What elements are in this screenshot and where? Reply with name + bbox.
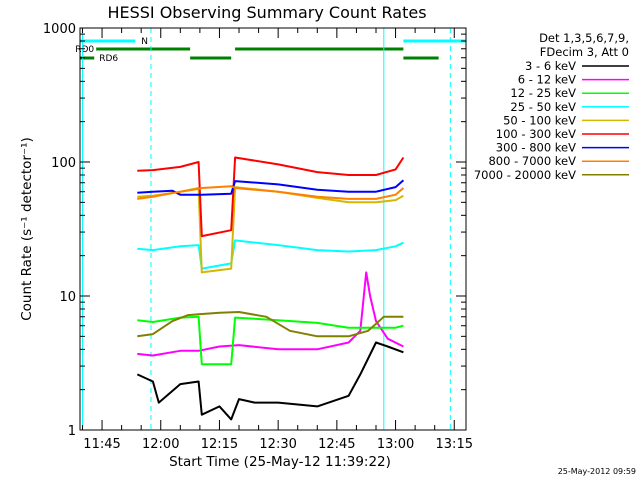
legend-label-300-800-kev: 300 - 800 keV bbox=[496, 141, 576, 155]
series-line-3-6-kev bbox=[136, 341, 404, 421]
legend-label-100-300-kev: 100 - 300 keV bbox=[496, 127, 576, 141]
state-label-rd6: RD6 bbox=[99, 54, 118, 64]
footer-timestamp: 25-May-2012 09:59 bbox=[558, 467, 636, 476]
x-tick-label: 12:30 bbox=[259, 437, 296, 452]
legend-label-50-100-kev: 50 - 100 keV bbox=[503, 113, 576, 127]
plot-frame bbox=[79, 27, 467, 431]
y-tick-label: 1000 bbox=[43, 22, 76, 37]
legend-label-25-50-kev: 25 - 50 keV bbox=[510, 100, 576, 114]
legend-label-7000-20000-kev: 7000 - 20000 keV bbox=[474, 168, 576, 182]
legend-header-detectors: Det 1,3,5,6,7,9, bbox=[539, 31, 629, 45]
series-line-25-50-kev bbox=[137, 239, 404, 270]
series-line-100-300-kev bbox=[137, 156, 405, 238]
y-axis-label: Count Rate (s⁻¹ detector⁻¹) bbox=[19, 137, 35, 321]
state-bar-layer: N RD0 RD6 bbox=[75, 37, 466, 64]
axis-layer: 1 10 100 1000 11:45 12:00 12:15 12:30 12:45 13:00… bbox=[43, 22, 473, 452]
x-tick-label: 12:00 bbox=[142, 437, 179, 452]
marker-layer bbox=[81, 28, 451, 430]
legend: Det 1,3,5,6,7,9, FDecim 3, Att 0 3 - 6 k… bbox=[474, 31, 629, 182]
legend-label-6-12-kev: 6 - 12 keV bbox=[518, 73, 576, 87]
chart-title: HESSI Observing Summary Count Rates bbox=[107, 3, 426, 22]
series-line-7000-20000-kev bbox=[137, 311, 404, 338]
series-line-800-7000-kev bbox=[137, 185, 405, 200]
x-tick-label: 12:45 bbox=[318, 437, 355, 452]
legend-header-decimation: FDecim 3, Att 0 bbox=[540, 45, 629, 59]
state-label-n: N bbox=[141, 37, 148, 47]
x-tick-label: 12:15 bbox=[201, 437, 238, 452]
series-line-6-12-kev bbox=[137, 271, 404, 357]
legend-label-800-7000-kev: 800 - 7000 keV bbox=[488, 154, 576, 168]
legend-label-3-6-kev: 3 - 6 keV bbox=[525, 59, 576, 73]
state-label-rd0: RD0 bbox=[75, 45, 94, 55]
y-tick-label: 1 bbox=[68, 424, 76, 439]
x-tick-label: 11:45 bbox=[83, 437, 120, 452]
y-tick-label: 10 bbox=[59, 290, 76, 305]
x-tick-label: 13:15 bbox=[436, 437, 473, 452]
series-layer bbox=[136, 156, 405, 421]
x-tick-label: 13:00 bbox=[377, 437, 414, 452]
y-tick-label: 100 bbox=[51, 156, 76, 171]
legend-label-12-25-kev: 12 - 25 keV bbox=[510, 86, 576, 100]
x-axis-label: Start Time (25-May-12 11:39:22) bbox=[169, 454, 391, 470]
